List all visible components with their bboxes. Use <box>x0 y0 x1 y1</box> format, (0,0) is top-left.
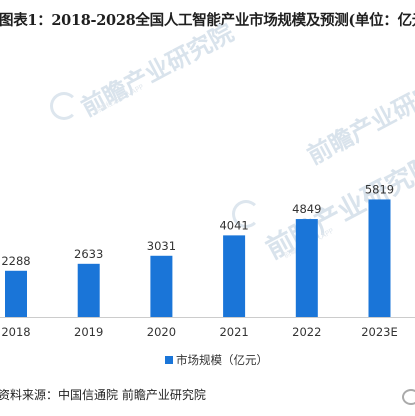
bar-2020 <box>150 255 173 317</box>
legend-swatch <box>165 356 173 364</box>
bar-2018 <box>5 270 27 317</box>
bar-2022 <box>295 219 318 317</box>
data-label-2022: 4849 <box>292 202 321 216</box>
data-label-2019: 2633 <box>74 247 103 261</box>
data-label-2023E: 5819 <box>365 182 394 196</box>
legend: 市场规模（亿元） <box>165 352 268 368</box>
x-tick-label-2022: 2022 <box>292 325 321 339</box>
data-label-2018: 2288 <box>1 254 30 268</box>
data-label-2021: 4041 <box>219 218 248 232</box>
x-tick-label-2020: 2020 <box>147 325 176 339</box>
bar-2023E <box>368 199 391 317</box>
x-tick-label-2019: 2019 <box>74 325 103 339</box>
x-tick-label-2021: 2021 <box>219 325 248 339</box>
legend-label: 市场规模（亿元） <box>176 353 268 367</box>
data-label-2020: 3031 <box>147 239 176 253</box>
x-tick-label-2023E: 2023E <box>361 325 398 339</box>
bar-2021 <box>223 235 246 317</box>
source-note: 资料来源：中国信通院 前瞻产业研究院 <box>0 388 206 402</box>
x-tick-label-2018: 2018 <box>1 325 30 339</box>
watermark-logo-icon <box>232 200 260 228</box>
chart-title: 图表1：2018-2028全国人工智能产业市场规模及预测(单位：亿元) <box>0 12 415 29</box>
watermark-logo-icon <box>50 92 78 120</box>
bar-2019 <box>77 263 100 317</box>
brand-logo-icon <box>402 389 415 405</box>
